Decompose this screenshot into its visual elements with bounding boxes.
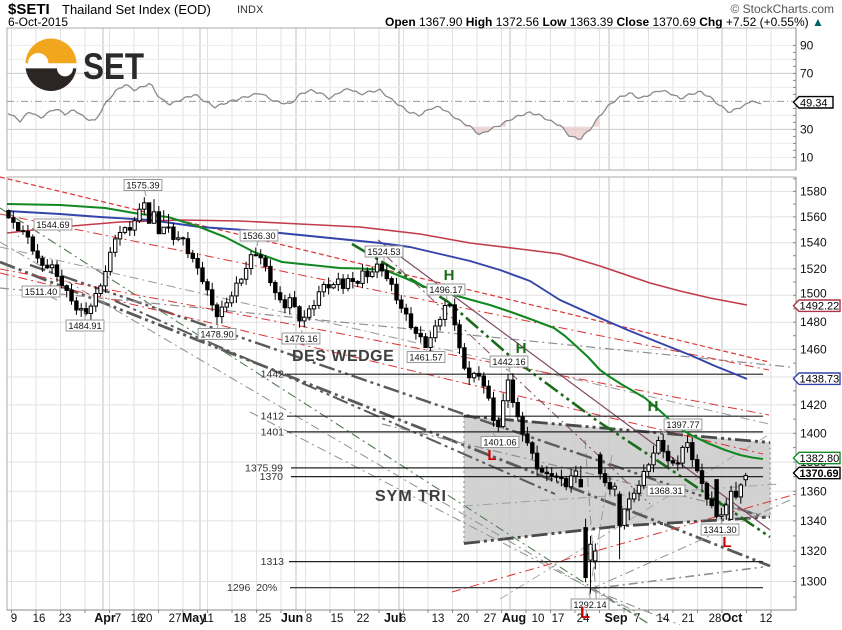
svg-text:1520: 1520 bbox=[800, 262, 827, 276]
svg-text:1442.16: 1442.16 bbox=[492, 357, 525, 367]
svg-text:28: 28 bbox=[709, 613, 722, 625]
svg-text:16: 16 bbox=[33, 613, 46, 625]
svg-text:May: May bbox=[182, 611, 206, 625]
svg-text:1370.69: 1370.69 bbox=[800, 468, 839, 480]
svg-text:18: 18 bbox=[234, 613, 247, 625]
svg-text:1340: 1340 bbox=[800, 514, 827, 528]
svg-text:14: 14 bbox=[657, 613, 670, 625]
svg-text:17: 17 bbox=[552, 613, 565, 625]
svg-text:70: 70 bbox=[800, 66, 814, 80]
svg-text:25: 25 bbox=[259, 613, 272, 625]
svg-text:H: H bbox=[648, 398, 659, 415]
svg-text:Oct: Oct bbox=[722, 611, 744, 625]
svg-text:21: 21 bbox=[682, 613, 695, 625]
svg-text:1400: 1400 bbox=[800, 426, 827, 440]
svg-text:1442: 1442 bbox=[261, 369, 285, 381]
svg-text:1375.99: 1375.99 bbox=[245, 462, 283, 474]
svg-text:1484.91: 1484.91 bbox=[68, 321, 101, 331]
svg-text:L: L bbox=[487, 447, 496, 464]
svg-text:H: H bbox=[444, 267, 455, 284]
svg-text:10: 10 bbox=[800, 150, 814, 164]
svg-text:1544.69: 1544.69 bbox=[36, 220, 69, 230]
svg-text:27: 27 bbox=[484, 613, 497, 625]
svg-text:1360: 1360 bbox=[800, 484, 827, 498]
svg-text:7: 7 bbox=[634, 613, 640, 625]
svg-text:16: 16 bbox=[131, 613, 144, 625]
svg-text:1313: 1313 bbox=[261, 556, 285, 568]
svg-text:13: 13 bbox=[432, 613, 445, 625]
svg-text:1401.06: 1401.06 bbox=[483, 438, 516, 448]
svg-text:1511.40: 1511.40 bbox=[25, 287, 58, 297]
svg-text:11: 11 bbox=[202, 613, 214, 625]
svg-text:1370: 1370 bbox=[260, 471, 284, 483]
svg-text:1292.14: 1292.14 bbox=[573, 600, 606, 610]
svg-text:1476.16: 1476.16 bbox=[284, 334, 317, 344]
svg-text:Open 1367.90 High 1372.56 Low: Open 1367.90 High 1372.56 Low 1363.39 Cl… bbox=[385, 15, 824, 29]
svg-text:1412: 1412 bbox=[261, 411, 285, 423]
svg-text:7: 7 bbox=[115, 613, 121, 625]
svg-text:1382.80: 1382.80 bbox=[800, 453, 840, 465]
svg-text:1524.53: 1524.53 bbox=[367, 247, 400, 257]
svg-text:SYM TRI: SYM TRI bbox=[375, 488, 447, 505]
svg-text:49.34: 49.34 bbox=[800, 97, 828, 109]
svg-text:1560: 1560 bbox=[800, 210, 827, 224]
svg-text:1461.57: 1461.57 bbox=[409, 353, 442, 363]
svg-text:1460: 1460 bbox=[800, 342, 827, 356]
svg-text:1536.30: 1536.30 bbox=[242, 231, 275, 241]
svg-text:1420: 1420 bbox=[800, 398, 827, 412]
svg-text:SET: SET bbox=[83, 46, 144, 87]
svg-text:Sep: Sep bbox=[605, 611, 628, 625]
svg-text:6-Oct-2015: 6-Oct-2015 bbox=[8, 15, 68, 29]
svg-text:1341.30: 1341.30 bbox=[703, 525, 736, 535]
svg-text:L: L bbox=[580, 604, 590, 622]
svg-text:1397.77: 1397.77 bbox=[666, 420, 699, 430]
svg-text:10: 10 bbox=[532, 613, 545, 625]
svg-text:$SETI: $SETI bbox=[8, 1, 50, 18]
svg-text:1496.17: 1496.17 bbox=[429, 285, 462, 295]
svg-text:1401: 1401 bbox=[261, 426, 285, 438]
svg-text:1575.39: 1575.39 bbox=[126, 181, 159, 191]
svg-text:6: 6 bbox=[400, 613, 406, 625]
svg-text:1580: 1580 bbox=[800, 184, 827, 198]
svg-text:1300: 1300 bbox=[800, 575, 827, 589]
svg-text:Jul: Jul bbox=[384, 611, 402, 625]
svg-text:L: L bbox=[722, 534, 731, 551]
svg-text:1500: 1500 bbox=[800, 286, 827, 300]
svg-text:1296 20%: 1296 20% bbox=[227, 582, 277, 594]
svg-text:15: 15 bbox=[331, 613, 344, 625]
svg-text:Apr: Apr bbox=[94, 611, 116, 625]
svg-text:24: 24 bbox=[577, 613, 590, 625]
svg-text:8: 8 bbox=[306, 613, 312, 625]
svg-text:Jun: Jun bbox=[281, 611, 303, 625]
svg-text:Thailand Set Index (EOD): Thailand Set Index (EOD) bbox=[62, 2, 211, 17]
svg-text:27: 27 bbox=[169, 613, 182, 625]
svg-text:9: 9 bbox=[11, 613, 17, 625]
svg-text:12: 12 bbox=[760, 613, 773, 625]
svg-text:1492.22: 1492.22 bbox=[800, 301, 840, 313]
svg-text:1540: 1540 bbox=[800, 236, 827, 250]
svg-text:1368.31: 1368.31 bbox=[649, 486, 682, 496]
svg-text:Aug: Aug bbox=[502, 611, 526, 625]
svg-text:22: 22 bbox=[357, 613, 370, 625]
svg-text:1478.90: 1478.90 bbox=[200, 330, 233, 340]
svg-text:1320: 1320 bbox=[800, 544, 827, 558]
svg-text:90: 90 bbox=[800, 38, 814, 52]
svg-text:H: H bbox=[516, 340, 527, 357]
svg-text:20: 20 bbox=[140, 613, 153, 625]
svg-text:23: 23 bbox=[59, 613, 72, 625]
svg-text:1480: 1480 bbox=[800, 315, 827, 329]
svg-text:30: 30 bbox=[800, 122, 814, 136]
svg-text:INDX: INDX bbox=[237, 4, 264, 16]
svg-text:© StockCharts.com: © StockCharts.com bbox=[730, 2, 834, 16]
svg-text:20: 20 bbox=[457, 613, 470, 625]
svg-text:DES WEDGE: DES WEDGE bbox=[292, 348, 394, 365]
svg-text:1438.73: 1438.73 bbox=[800, 374, 840, 386]
